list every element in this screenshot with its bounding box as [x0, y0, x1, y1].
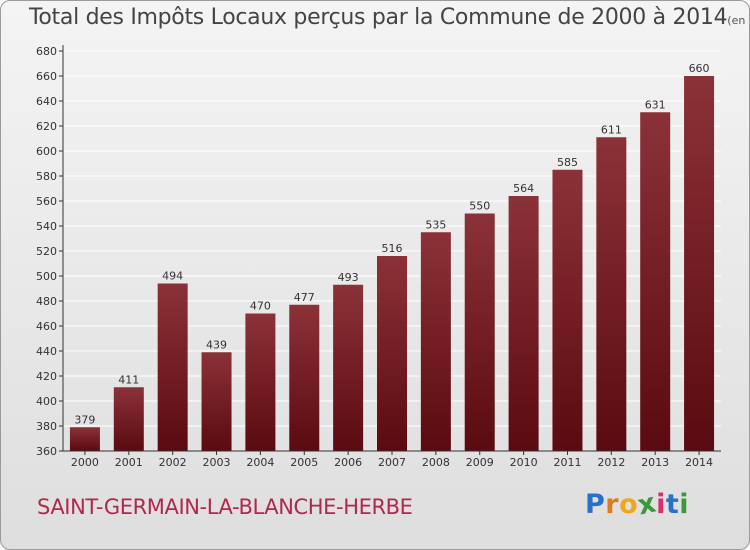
bar [113, 387, 144, 451]
x-tick-label: 2009 [466, 456, 494, 469]
data-label: 439 [206, 338, 227, 351]
bar [333, 284, 364, 451]
x-tick-label: 2008 [422, 456, 450, 469]
data-label: 631 [645, 98, 666, 111]
labels: 360 380 400 420 440 460 480 500 520 540 560 580 600 6… [36, 45, 713, 469]
data-label: 379 [74, 413, 95, 426]
y-tick-label: 440 [36, 345, 57, 358]
x-tick-label: 2007 [378, 456, 406, 469]
y-tick-label: 660 [36, 70, 57, 83]
x-tick-label: 2006 [334, 456, 362, 469]
x-tick-label: 2011 [553, 456, 581, 469]
data-label: 535 [425, 218, 446, 231]
logo-letter: t [665, 489, 680, 520]
logo-letter: r [605, 489, 620, 520]
bar [245, 313, 276, 451]
logo-letter: P [585, 489, 606, 520]
y-tick-label: 520 [36, 245, 57, 258]
x-tick-label: 2000 [71, 456, 99, 469]
data-label: 660 [689, 62, 710, 75]
y-tick-label: 680 [36, 45, 57, 58]
y-tick-label: 560 [36, 195, 57, 208]
commune-name: SAINT-GERMAIN-LA-BLANCHE-HERBE [37, 495, 413, 519]
bar [640, 112, 671, 451]
y-tick-label: 460 [36, 320, 57, 333]
x-tick-label: 2005 [290, 456, 318, 469]
y-tick-label: 620 [36, 120, 57, 133]
chart-title: Total des Impôts Locaux perçus par la Co… [29, 5, 749, 30]
x-tick-label: 2012 [597, 456, 625, 469]
x-tick-label: 2010 [510, 456, 538, 469]
bar [596, 137, 627, 451]
logo-letter: i [679, 489, 690, 520]
bar [508, 196, 539, 451]
data-label: 550 [469, 200, 490, 213]
axes [59, 45, 721, 455]
bar [420, 232, 451, 451]
bar [377, 256, 407, 451]
data-label: 516 [382, 242, 403, 255]
bar [289, 304, 320, 451]
y-tick-label: 580 [36, 170, 57, 183]
y-tick-label: 360 [36, 445, 57, 458]
y-tick-label: 640 [36, 95, 57, 108]
logo-letter: i [656, 489, 666, 520]
data-label: 411 [118, 373, 139, 386]
data-label: 494 [162, 270, 183, 283]
bar [69, 427, 100, 451]
bars [69, 76, 715, 451]
data-label: 564 [513, 182, 534, 195]
x-tick-label: 2002 [159, 456, 187, 469]
chart-title-unit: (en milliers d'€) [727, 14, 749, 27]
bar [552, 169, 583, 451]
x-tick-label: 2001 [115, 456, 143, 469]
y-tick-label: 380 [36, 420, 57, 433]
bar [464, 213, 495, 451]
y-tick-label: 540 [36, 220, 57, 233]
chart-title-text: Total des Impôts Locaux perçus par la Co… [29, 5, 728, 30]
x-tick-label: 2014 [685, 456, 713, 469]
data-label: 611 [601, 123, 622, 136]
x-tick-label: 2003 [203, 456, 231, 469]
y-tick-label: 400 [36, 395, 57, 408]
proxiti-logo[interactable]: Proxiti [585, 487, 690, 521]
data-label: 477 [294, 291, 315, 304]
x-tick-label: 2004 [246, 456, 274, 469]
y-tick-label: 600 [36, 145, 57, 158]
data-label: 585 [557, 156, 578, 169]
bar [157, 283, 188, 451]
bar [201, 352, 232, 451]
data-label: 470 [250, 300, 271, 313]
x-tick-label: 2013 [641, 456, 669, 469]
y-tick-label: 500 [36, 270, 57, 283]
y-tick-label: 480 [36, 295, 57, 308]
y-tick-label: 420 [36, 370, 57, 383]
data-label: 493 [338, 271, 359, 284]
logo-letter: o [619, 489, 639, 520]
bar [684, 76, 715, 451]
